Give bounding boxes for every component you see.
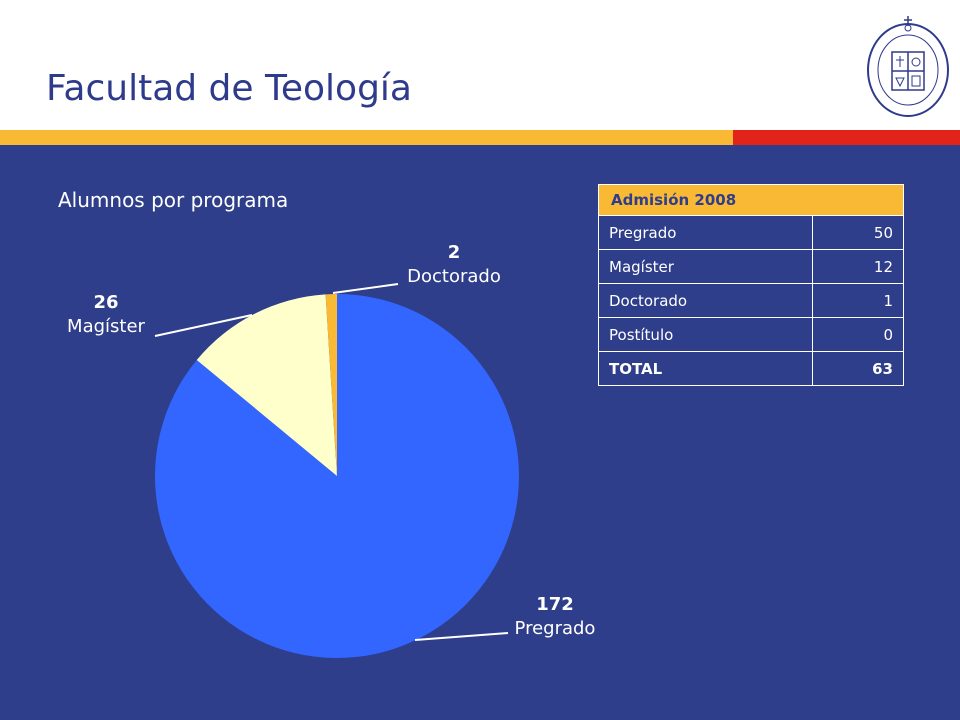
admision-table: Admisión 2008 Pregrado 50 Magíster 12 Do… [597, 184, 904, 386]
slide-title: Facultad de Teología [46, 68, 412, 109]
row-value: 50 [812, 215, 904, 250]
chart-title: Alumnos por programa [58, 188, 289, 212]
row-value: 12 [812, 249, 904, 284]
data-label-value: 26 [93, 292, 118, 313]
accent-bar-red [733, 130, 960, 145]
data-label-value: 2 [448, 242, 461, 263]
leader-line [332, 283, 399, 294]
data-label-value: 172 [536, 594, 574, 615]
row-label: Doctorado [597, 283, 814, 318]
row-label: Pregrado [597, 215, 814, 250]
total-label: TOTAL [597, 351, 814, 386]
table-row: Postítulo 0 [597, 317, 904, 352]
pie-slice-doctorado [325, 294, 337, 476]
data-label-category: Magíster [67, 316, 145, 337]
row-value: 1 [812, 283, 904, 318]
row-label: Magíster [597, 249, 814, 284]
total-value: 63 [812, 351, 904, 386]
table-header: Admisión 2008 [598, 184, 904, 216]
pie-slice-magister [196, 294, 337, 476]
data-label-category: Pregrado [515, 618, 596, 639]
leader-line [154, 314, 253, 337]
row-value: 0 [812, 317, 904, 352]
table-total-row: TOTAL 63 [597, 351, 904, 386]
accent-bar-yellow [0, 130, 733, 145]
table-header-row: Admisión 2008 [598, 184, 904, 216]
data-label-category: Doctorado [407, 266, 501, 287]
slide-header: Facultad de Teología [0, 0, 960, 130]
row-label: Postítulo [597, 317, 814, 352]
university-seal-icon [867, 16, 949, 117]
leader-line [414, 632, 509, 641]
table-row: Magíster 12 [597, 249, 904, 284]
table-row: Pregrado 50 [597, 215, 904, 250]
table-row: Doctorado 1 [597, 283, 904, 318]
